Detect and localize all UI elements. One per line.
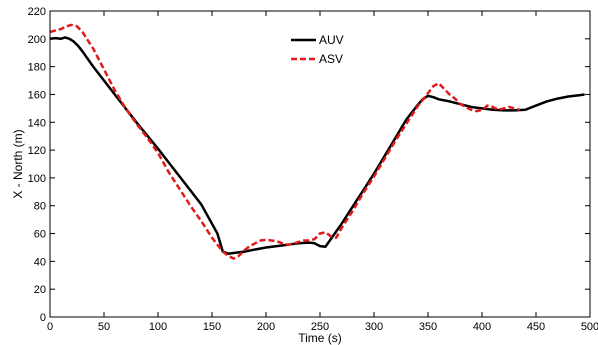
x-tick-label: 100 xyxy=(149,321,167,333)
y-tick-label: 60 xyxy=(34,229,46,241)
series-line-auv xyxy=(49,36,585,255)
y-tick-label: 180 xyxy=(28,62,46,74)
x-tick-label: 150 xyxy=(203,321,221,333)
y-tick-label: 220 xyxy=(28,6,46,18)
y-axis-label: X - North (m) xyxy=(11,129,25,198)
y-tick-label: 20 xyxy=(34,284,46,296)
series-line-asv xyxy=(49,23,521,260)
x-tick-label: 500 xyxy=(581,321,598,333)
x-tick-label: 0 xyxy=(47,321,53,333)
tick-layer: 0 50 100 150 200 250 300 350 400 450 500 0 20 40 60 80 1… xyxy=(28,6,598,333)
x-tick-label: 300 xyxy=(365,321,383,333)
x-tick-label: 400 xyxy=(473,321,491,333)
x-tick-label: 450 xyxy=(527,321,545,333)
legend-box xyxy=(282,27,362,73)
x-tick-label: 250 xyxy=(311,321,329,333)
y-tick-label: 160 xyxy=(28,89,46,101)
y-tick-label: 40 xyxy=(34,256,46,268)
y-tick-label: 120 xyxy=(28,145,46,157)
legend-label-auv: AUV xyxy=(319,33,344,47)
x-axis-label: Time (s) xyxy=(298,331,342,345)
y-tick-label: 0 xyxy=(40,312,46,324)
x-tick-label: 350 xyxy=(419,321,437,333)
y-tick-label: 80 xyxy=(34,201,46,213)
y-tick-label: 140 xyxy=(28,117,46,129)
x-tick-label: 200 xyxy=(257,321,275,333)
x-tick-label: 50 xyxy=(98,321,110,333)
y-tick-label: 200 xyxy=(28,34,46,46)
legend: AUV ASV xyxy=(282,27,362,73)
y-tick-label: 100 xyxy=(28,173,46,185)
series-layer xyxy=(49,23,585,260)
legend-label-asv: ASV xyxy=(319,52,343,66)
